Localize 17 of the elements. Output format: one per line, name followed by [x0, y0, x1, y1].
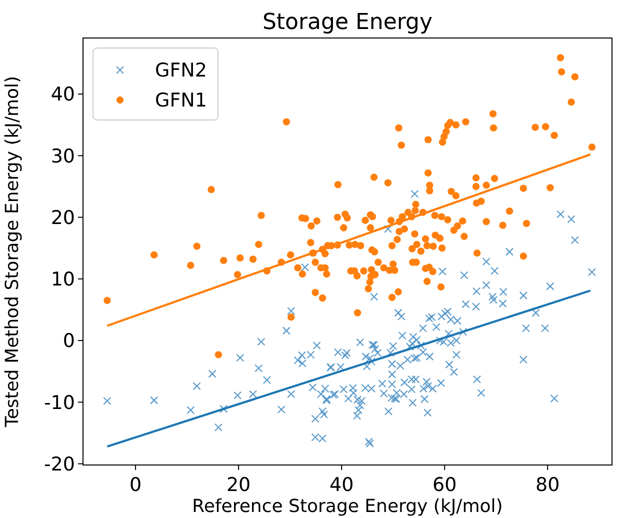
y-axis-title: Tested Method Storage Energy (kJ/mol) [2, 76, 23, 428]
y-tick-label: 20 [50, 206, 75, 229]
chart-title: Storage Energy [262, 10, 433, 35]
x-axis-title: Reference Storage Energy (kJ/mol) [192, 496, 503, 517]
y-tick-label: 0 [62, 330, 75, 352]
x-tick-label: 20 [226, 474, 251, 496]
x-tick-label: 80 [536, 474, 560, 496]
y-tick-label: 10 [50, 268, 75, 291]
x-tick-label: 60 [432, 474, 457, 496]
x-tick-label: 40 [329, 474, 354, 496]
y-tick-label: -10 [44, 392, 75, 414]
x-tick-label: 0 [129, 474, 142, 496]
y-tick-label: 40 [50, 84, 75, 106]
legend-label: GFN2 [155, 60, 207, 82]
y-tick-label: -20 [44, 453, 75, 476]
y-tick-label: 30 [50, 145, 75, 168]
legend-label: GFN1 [155, 90, 207, 112]
